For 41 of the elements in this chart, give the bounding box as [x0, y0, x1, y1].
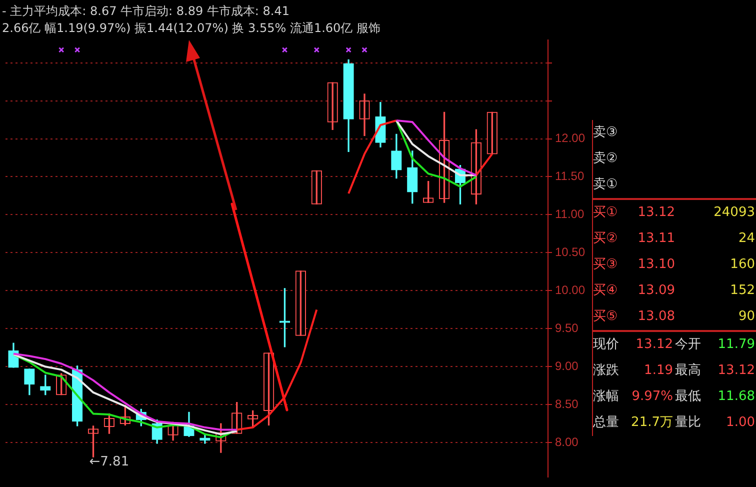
chart-title: - 主力平均成本: 8.67 牛市启动: 8.89 牛市成本: 8.41 [2, 3, 290, 20]
text: 涨跌 [593, 362, 620, 380]
text: 买③ 13.10 [593, 256, 676, 274]
text: 现价 [593, 336, 620, 354]
text: 21.7万 [630, 414, 674, 432]
text: 量比 [675, 414, 702, 432]
text: 最高 [675, 362, 702, 380]
text: 涨幅 [593, 388, 620, 406]
annotation: ←7.81 [89, 454, 130, 470]
text: 152 [729, 282, 756, 300]
text: 买⑤ 13.08 [593, 308, 676, 326]
text: 24 [737, 230, 756, 248]
text: 90 [737, 308, 756, 326]
text: 11.79 [716, 336, 756, 354]
text: 卖① [593, 176, 619, 194]
text: 买④ 13.09 [593, 282, 676, 300]
text: 最低 [675, 388, 702, 406]
text: 24093 [712, 204, 756, 222]
y-tick-label: 10.50 [555, 245, 586, 260]
text: 11.68 [716, 388, 756, 406]
y-tick-label: 9.50 [555, 320, 579, 335]
y-tick-label: 12.00 [555, 131, 586, 146]
text: 13.12 [634, 336, 674, 354]
y-tick-label: 11.00 [555, 207, 584, 222]
y-tick-label: 8.00 [555, 434, 579, 449]
text: 1.19 [643, 362, 674, 380]
text: 160 [729, 256, 756, 274]
y-tick-label: 11.50 [555, 169, 584, 184]
y-tick-label: 9.00 [555, 358, 579, 373]
text: 1.00 [725, 414, 756, 432]
text: 今开 [675, 336, 702, 354]
text: 买② 13.11 [593, 230, 676, 248]
text: 总量 [593, 414, 620, 432]
text: 9.97% [630, 388, 674, 406]
text: 13.12 [716, 362, 756, 380]
text: 买① 13.12 [593, 204, 676, 222]
y-tick-label: 8.50 [555, 396, 579, 411]
y-tick-label: 10.00 [555, 283, 586, 297]
chart-subtitle: 2.66亿 幅1.19(9.97%) 振1.44(12.07%) 换 3.55% 流通1.60亿 服饰 [2, 20, 380, 37]
text: 卖③ [593, 124, 619, 142]
text: 卖② [593, 150, 619, 168]
